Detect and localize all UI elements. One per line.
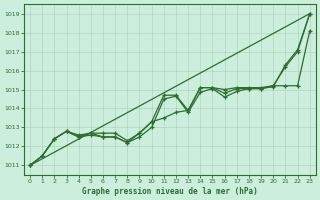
X-axis label: Graphe pression niveau de la mer (hPa): Graphe pression niveau de la mer (hPa) bbox=[82, 187, 258, 196]
